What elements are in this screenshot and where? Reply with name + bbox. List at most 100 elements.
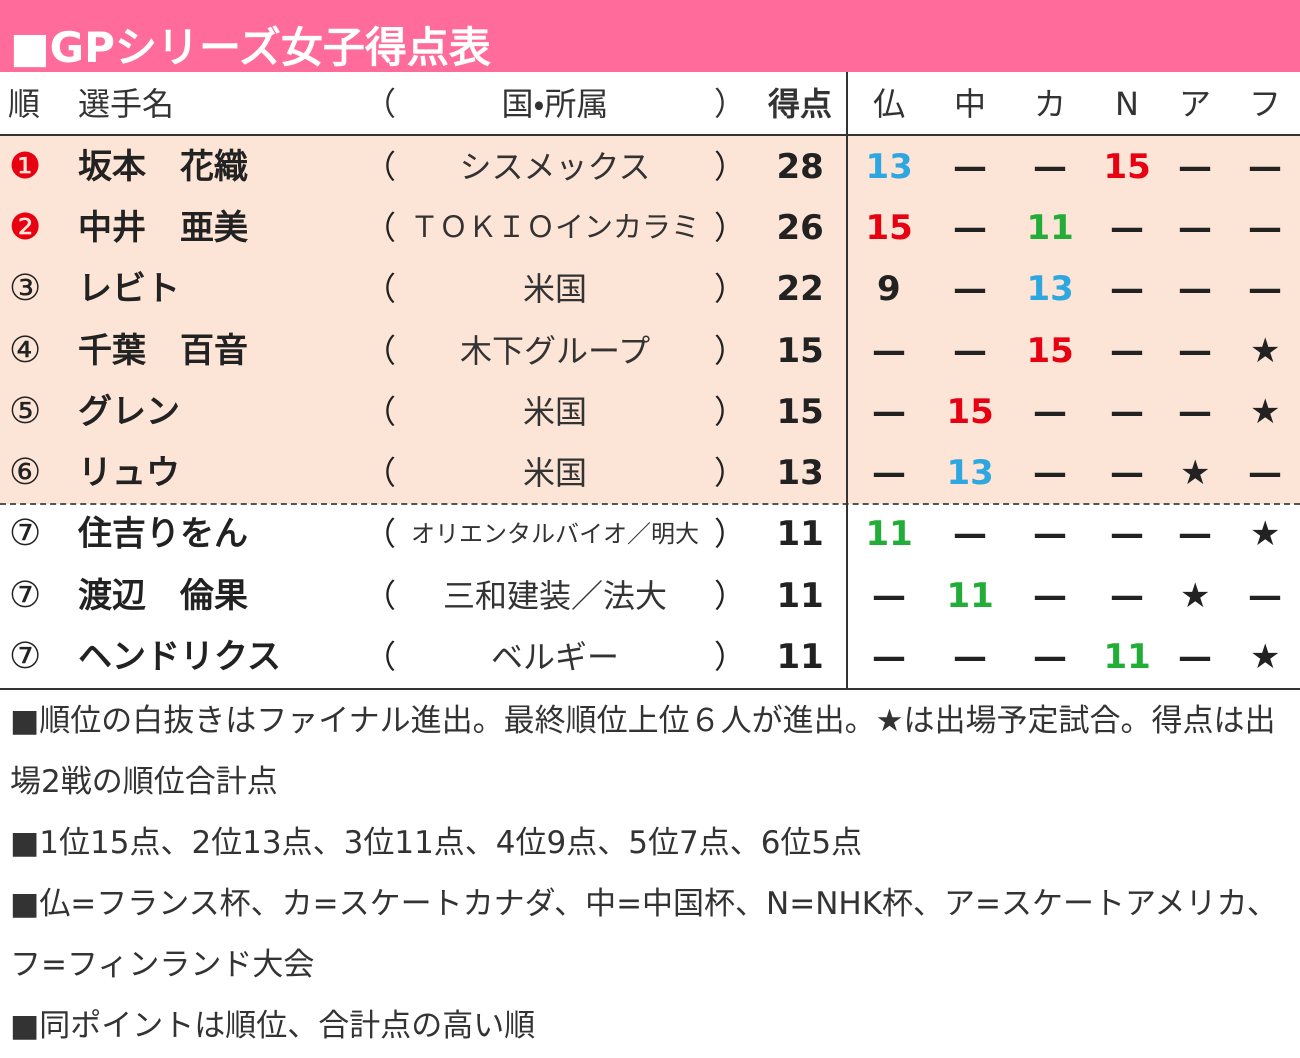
- result-cell: —: [953, 146, 987, 187]
- points: 13: [776, 453, 824, 494]
- result-cell: 15: [946, 391, 994, 432]
- result-cell: —: [953, 207, 987, 248]
- result-cell: ★: [1180, 575, 1211, 616]
- result-cell: 15: [865, 207, 913, 248]
- result-cell: 13: [865, 146, 913, 187]
- result-cell: —: [1110, 330, 1144, 371]
- result-cell: —: [953, 330, 987, 371]
- paren-close: ）: [714, 576, 747, 615]
- paren-close: ）: [714, 147, 747, 186]
- rank: ❷: [9, 206, 42, 248]
- paren-open: （: [364, 638, 397, 677]
- paren-open: （: [364, 270, 397, 309]
- result-cell: —: [1248, 453, 1282, 494]
- result-cell: 15: [1103, 146, 1151, 187]
- note: ■同ポイントは順位、合計点の高い順: [10, 1007, 536, 1044]
- paren-close: ）: [714, 392, 747, 431]
- table-bottom-rule: [0, 687, 1300, 690]
- points: 15: [776, 391, 824, 432]
- header-cell: カ: [1034, 85, 1067, 123]
- result-cell: —: [872, 637, 906, 678]
- result-cell: —: [1248, 575, 1282, 616]
- result-cell: —: [872, 575, 906, 616]
- result-cell: 11: [865, 514, 913, 555]
- result-cell: —: [1110, 453, 1144, 494]
- affiliation: ベルギー: [491, 638, 620, 677]
- paren-open: （: [364, 515, 397, 554]
- result-cell: 13: [946, 453, 994, 494]
- result-cell: —: [1033, 637, 1067, 678]
- player-name: ヘンドリクス: [78, 637, 281, 678]
- result-cell: 11: [1103, 637, 1151, 678]
- player-name: 住吉りをん: [78, 514, 248, 555]
- header-cell: フ: [1249, 85, 1282, 123]
- result-cell: —: [1110, 207, 1144, 248]
- affiliation: 米国: [523, 270, 588, 309]
- paren-close: ）: [714, 208, 747, 247]
- result-cell: —: [1033, 453, 1067, 494]
- paren-close: ）: [714, 270, 747, 309]
- result-cell: —: [1178, 146, 1212, 187]
- player-name: レビト: [78, 269, 180, 310]
- result-cell: —: [1033, 575, 1067, 616]
- rank: ⑥: [9, 452, 42, 494]
- player-name: 中井 亜美: [78, 207, 248, 248]
- result-cell: —: [1178, 207, 1212, 248]
- header-cell: 仏: [873, 85, 906, 123]
- points: 11: [776, 637, 824, 678]
- result-cell: —: [1178, 391, 1212, 432]
- paren-open: （: [364, 331, 397, 370]
- header-cell: 中: [954, 85, 987, 123]
- points: 11: [776, 575, 824, 616]
- header-rule: [0, 134, 1300, 136]
- header-cell: ア: [1179, 85, 1212, 123]
- finalist-background: [0, 136, 1300, 504]
- rank: ⑦: [9, 636, 42, 678]
- result-cell: ★: [1180, 453, 1211, 494]
- player-name: 坂本 花織: [78, 146, 248, 187]
- result-cell: —: [1110, 575, 1144, 616]
- header-cell: 選手名: [78, 85, 175, 123]
- points: 22: [776, 269, 824, 310]
- note: ■1位15点、2位13点、3位11点、4位9点、5位7点、6位5点: [10, 824, 863, 861]
- result-cell: —: [1248, 269, 1282, 310]
- header-cell: 順: [8, 85, 41, 123]
- affiliation: ＴＯＫＩＯインカラミ: [410, 210, 701, 245]
- header-cell: 得点: [768, 85, 833, 123]
- result-cell: —: [1110, 391, 1144, 432]
- result-cell: —: [1178, 330, 1212, 371]
- title: ■GPシリーズ女子得点表: [10, 23, 491, 72]
- header-cell: N: [1115, 85, 1139, 123]
- result-cell: —: [1178, 269, 1212, 310]
- points: 28: [776, 146, 824, 187]
- note: ■順位の白抜きはファイナル進出。最終順位上位６人が進出。★は出場予定試合。得点は…: [10, 702, 1276, 800]
- paren-close: ）: [714, 515, 747, 554]
- rank: ③: [9, 268, 42, 310]
- points: 26: [776, 207, 824, 248]
- result-cell: —: [872, 330, 906, 371]
- result-cell: 11: [946, 575, 994, 616]
- header-cell: （: [364, 85, 397, 123]
- player-name: グレン: [78, 391, 180, 432]
- result-cell: —: [1033, 514, 1067, 555]
- result-cell: 13: [1026, 269, 1074, 310]
- result-cell: —: [1178, 637, 1212, 678]
- result-cell: 9: [877, 269, 901, 310]
- rank: ❶: [9, 145, 42, 187]
- paren-close: ）: [714, 331, 747, 370]
- result-cell: —: [953, 637, 987, 678]
- affiliation: 米国: [523, 454, 588, 493]
- rank: ⑦: [9, 574, 42, 616]
- affiliation: オリエンタルバイオ／明大: [411, 520, 699, 549]
- affiliation: 木下グループ: [460, 331, 651, 370]
- result-cell: —: [1110, 269, 1144, 310]
- player-name: リュウ: [78, 453, 180, 494]
- note: ■仏=フランス杯、カ=スケートカナダ、中=中国杯、N=NHK杯、ア=スケートアメ…: [10, 885, 1278, 983]
- affiliation: 三和建装／法大: [443, 576, 668, 615]
- points: 15: [776, 330, 824, 371]
- points: 11: [776, 514, 824, 555]
- paren-open: （: [364, 147, 397, 186]
- result-cell: 11: [1026, 207, 1074, 248]
- header-cell: 国・所属: [501, 85, 609, 123]
- result-cell: ★: [1250, 391, 1281, 432]
